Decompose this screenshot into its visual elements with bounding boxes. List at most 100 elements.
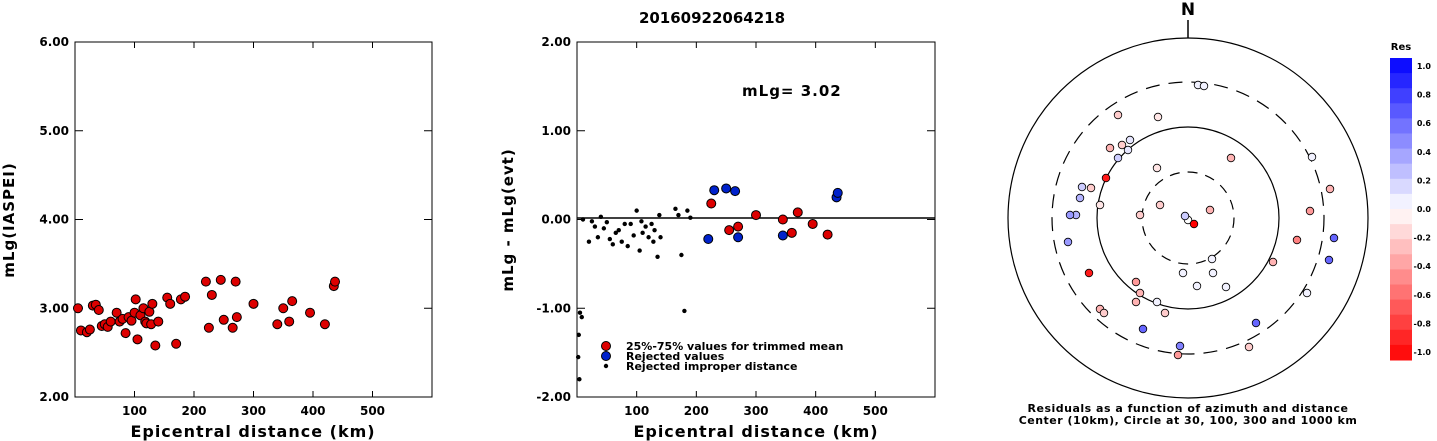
polar-residual-point: [1086, 183, 1096, 193]
trimmed-mean-point: [724, 225, 735, 236]
middle-legend: 25%-75% values for trimmed mean Rejected…: [601, 340, 843, 373]
improper-distance-point: [580, 217, 586, 222]
improper-distance-point: [613, 230, 618, 236]
colorbar-cell: [1390, 314, 1412, 331]
rejected-point: [777, 230, 788, 241]
left-plot-frame: [74, 41, 433, 398]
improper-distance-point: [622, 221, 627, 227]
improper-distance-point: [688, 215, 693, 220]
polar-residual-point: [1135, 210, 1145, 220]
polar-residual-point: [1329, 233, 1339, 243]
left-data-point: [230, 276, 241, 287]
colorbar-cell: [1390, 239, 1412, 255]
improper-distance-point: [575, 354, 581, 360]
y-tick-label: 6.00: [39, 35, 69, 49]
colorbar-cell: [1390, 193, 1412, 210]
improper-distance-point: [673, 206, 678, 212]
polar-residual-point: [1077, 182, 1087, 192]
polar-residual-point: [1131, 277, 1141, 287]
y-tick-label: 0.00: [541, 213, 571, 227]
colorbar-cells: [1390, 58, 1412, 361]
legend-marker-improper: [603, 363, 609, 369]
improper-distance-point: [586, 239, 592, 244]
left-panel: 100 200 300 400 500 2.00 3.00 4.00 5.00 6.00 Epic…: [0, 35, 433, 441]
improper-distance-point: [658, 235, 663, 240]
improper-distance-point: [598, 214, 604, 220]
polar-residual-point: [1178, 268, 1188, 278]
left-ticks: 100 200 300 400 500 2.00 3.00 4.00 5.00 6.00: [39, 35, 432, 418]
polar-residual-point: [1152, 297, 1162, 307]
mlg-annotation: mLg= 3.02: [742, 82, 842, 100]
colorbar-labels: 1.0 0.8 0.6 0.4 0.2 0.0 -0.2 -0.4 -0.6 -0.8 -1.0: [1414, 62, 1432, 357]
ring-300km: [1051, 81, 1325, 355]
polar-residual-point: [1251, 318, 1261, 328]
colorbar-tick-label: -0.8: [1414, 319, 1432, 328]
polar-residual-point: [1244, 342, 1254, 352]
polar-residual-point: [1113, 110, 1123, 120]
polar-residual-point: [1075, 193, 1085, 203]
improper-distance-point: [652, 227, 657, 233]
middle-ylabel: mLg - mLg(evt): [499, 148, 517, 291]
polar-residual-point: [1192, 281, 1202, 291]
polar-residual-point: [1135, 288, 1145, 298]
colorbar-cell: [1390, 224, 1412, 240]
trimmed-mean-point: [786, 227, 797, 238]
polar-residual-point: [1105, 143, 1115, 153]
improper-distance-point: [649, 221, 654, 227]
legend-marker-rejected: [601, 351, 611, 361]
rejected-point: [721, 183, 732, 194]
colorbar-tick-label: 0.0: [1417, 205, 1432, 214]
middle-panel: 100 200 300 400 500 -2.00 -1.00 0.00 1.00 2.00 mL…: [499, 35, 936, 441]
polar-residual-point: [1208, 268, 1218, 278]
improper-distance-point: [685, 208, 690, 213]
improper-distance-point: [616, 227, 621, 233]
left-data-point: [227, 322, 238, 333]
improper-distance-point: [639, 219, 644, 224]
left-data-point: [272, 319, 283, 330]
colorbar-cell: [1390, 148, 1412, 165]
improper-distance-point: [595, 235, 601, 240]
polar-residual-point: [1125, 135, 1135, 145]
colorbar-cell: [1390, 178, 1412, 195]
legend-label-rejected: Rejected values: [626, 350, 725, 363]
colorbar-tick-label: -0.6: [1414, 291, 1432, 300]
colorbar-cell: [1390, 118, 1412, 134]
colorbar-cell: [1390, 299, 1412, 316]
polar-residual-point: [1152, 163, 1162, 173]
trimmed-mean-point: [751, 210, 761, 221]
left-data-point: [248, 298, 259, 309]
colorbar-cell: [1390, 88, 1412, 104]
polar-residual-point: [1268, 257, 1278, 267]
polar-points: [1063, 80, 1339, 360]
polar-residual-point: [1173, 350, 1183, 360]
x-tick-label: 500: [863, 404, 888, 418]
improper-distance-point: [628, 221, 633, 227]
y-tick-label: -1.00: [536, 301, 571, 315]
ring-1000km: [1007, 37, 1369, 399]
polar-residual-point: [1113, 153, 1123, 163]
colorbar-cell: [1390, 344, 1412, 361]
polar-residual-point: [1117, 140, 1127, 150]
trimmed-mean-point: [807, 218, 818, 229]
polar-residual-point: [1226, 153, 1236, 163]
colorbar: Res 1.0 0.8 0.6 0.4 0.2 0.0 -0.2 -0.4 -0.6 -0.8 -1…: [1390, 42, 1431, 361]
middle-points: [575, 183, 843, 382]
polar-residual-point: [1324, 255, 1334, 265]
improper-distance-point: [577, 377, 582, 382]
left-data-point: [287, 296, 298, 307]
y-tick-label: 4.00: [39, 213, 69, 227]
improper-distance-point: [676, 212, 681, 218]
improper-distance-point: [604, 219, 610, 225]
rejected-point: [709, 185, 720, 196]
improper-distance-point: [610, 242, 615, 247]
improper-distance-point: [577, 310, 583, 315]
left-data-point: [231, 312, 242, 323]
y-tick-label: 5.00: [39, 124, 69, 138]
improper-distance-point: [619, 239, 624, 244]
improper-distance-point: [631, 233, 636, 238]
improper-distance-point: [679, 252, 684, 258]
trimmed-mean-point: [822, 229, 833, 240]
legend-label-improper: Rejected improper distance: [626, 360, 797, 373]
polar-residual-point: [1189, 219, 1199, 229]
